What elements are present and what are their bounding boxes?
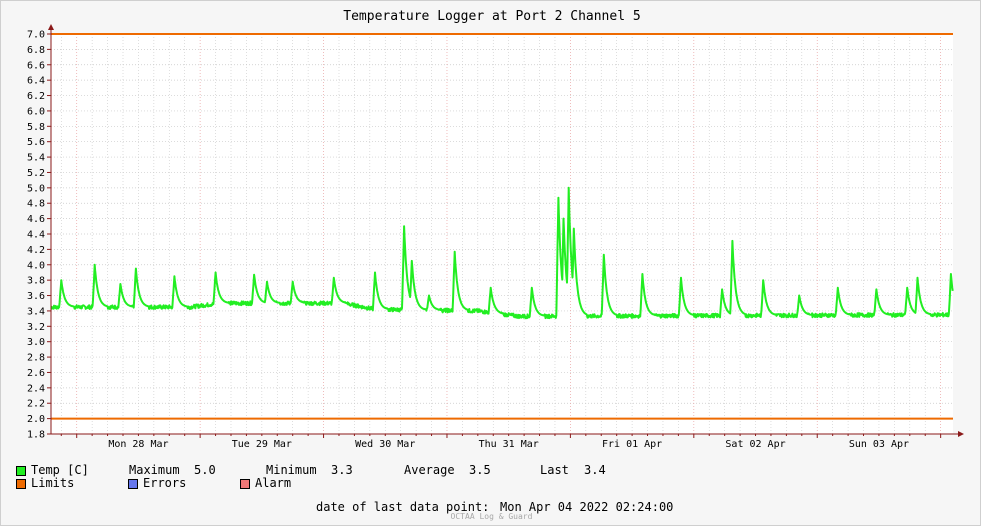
temp-peak-point <box>135 267 137 270</box>
errors-swatch <box>128 479 138 489</box>
temp-peak-point <box>567 187 570 189</box>
errors-legend-label: Errors <box>143 476 187 490</box>
limits-legend-label: Limits <box>31 476 75 490</box>
chart-title: Temperature Logger at Port 2 Channel 5 <box>343 9 640 24</box>
temp-peak-point <box>253 274 255 276</box>
temp-legend-label: Temp [C] <box>31 463 89 477</box>
temp-peak-point <box>950 273 952 275</box>
temp-peak-point <box>333 277 335 279</box>
alarm-legend-label: Alarm <box>255 476 292 490</box>
x-tick-label: Wed 30 Mar <box>355 439 415 450</box>
alarm-swatch <box>240 479 250 489</box>
y-tick-label: 4.8 <box>27 199 45 210</box>
temp-peak-point <box>731 240 734 242</box>
temp-peak-point <box>453 250 456 253</box>
x-tick-label: Tue 29 Mar <box>232 439 292 450</box>
last-point-label: date of last data point: <box>316 500 490 514</box>
temp-peak-point <box>428 294 430 297</box>
temp-peak-point <box>603 254 605 256</box>
temp-peak-point <box>374 271 376 274</box>
avg-value: 3.5 <box>469 463 491 477</box>
temp-peak-point <box>93 264 96 266</box>
watermark: OCTAA Log & Guard <box>450 512 533 521</box>
temp-peak-point <box>906 287 908 289</box>
last-label: Last <box>540 463 569 477</box>
x-tick-label: Thu 31 Mar <box>479 439 539 450</box>
avg-label: Average <box>404 463 455 477</box>
limit-lines <box>51 33 953 420</box>
temp-peak-point <box>60 279 63 282</box>
y-tick-label: 7.0 <box>27 30 45 41</box>
x-tick-label: Fri 01 Apr <box>602 439 662 450</box>
y-tick-label: 3.6 <box>27 291 45 302</box>
min-value: 3.3 <box>331 463 353 477</box>
temp-peak-point <box>875 288 878 291</box>
temp-peak-point <box>562 217 565 220</box>
temp-peak-point <box>916 277 919 279</box>
y-tick-label: 2.2 <box>27 399 45 410</box>
y-tick-label: 5.4 <box>27 153 45 164</box>
temp-peak-point <box>573 227 575 230</box>
max-label: Maximum <box>129 463 180 477</box>
temp-peak-point <box>291 280 294 283</box>
temp-peak-point <box>214 271 217 274</box>
grid-layer <box>51 33 953 435</box>
y-tick-label: 6.2 <box>27 91 45 102</box>
limits-swatch <box>16 479 26 489</box>
y-tick-label: 2.4 <box>27 383 45 394</box>
y-tick-label: 5.2 <box>27 168 45 179</box>
x-tick-label: Sun 03 Apr <box>849 439 909 450</box>
y-tick-label: 2.6 <box>27 368 45 379</box>
y-tick-label: 3.4 <box>27 306 45 317</box>
temp-line <box>50 186 954 320</box>
min-label: Minimum <box>266 463 317 477</box>
temp-swatch <box>16 466 26 476</box>
temp-series <box>50 186 954 320</box>
y-tick-label: 4.4 <box>27 230 45 241</box>
temp-peak-point <box>557 197 560 199</box>
last-value: 3.4 <box>584 463 606 477</box>
temp-peak-point <box>489 287 492 289</box>
temp-peak-point <box>798 294 800 297</box>
y-tick-label: 5.6 <box>27 137 45 148</box>
y-tick-label: 6.6 <box>27 60 45 71</box>
temp-peak-point <box>721 288 723 291</box>
temp-peak-point <box>762 279 764 282</box>
max-value: 5.0 <box>194 463 216 477</box>
y-tick-label: 5.8 <box>27 122 45 133</box>
temp-peak-point <box>411 260 413 262</box>
x-tick-label: Mon 28 Mar <box>108 439 168 450</box>
x-axis-arrow <box>958 431 964 437</box>
axes: 7.0 6.8 6.6 6.4 6.2 6.0 5.8 5.6 5.4 5.2 5.0 4.8 4.6 4… <box>27 24 964 450</box>
y-tick-label: 2.8 <box>27 353 45 364</box>
y-tick-label: 6.0 <box>27 106 45 117</box>
temp-peak-point <box>641 273 644 275</box>
y-tick-label: 3.8 <box>27 276 45 287</box>
temp-peak-point <box>403 225 405 228</box>
temp-peak-point <box>680 277 682 279</box>
temp-peak-point <box>531 287 533 289</box>
y-tick-label: 6.4 <box>27 76 45 87</box>
y-tick-label: 2.0 <box>27 414 45 425</box>
y-tick-label: 4.0 <box>27 260 45 271</box>
y-tick-label: 4.2 <box>27 245 45 256</box>
temp-peak-point <box>173 275 176 278</box>
temp-peak-point <box>119 283 122 285</box>
y-tick-label: 5.0 <box>27 183 45 194</box>
y-tick-label: 3.2 <box>27 322 45 333</box>
y-tick-label: 6.8 <box>27 45 45 56</box>
temp-peak-point <box>266 280 268 283</box>
y-tick-label: 3.0 <box>27 337 45 348</box>
temp-peak-point <box>837 287 839 289</box>
y-tick-label: 4.6 <box>27 214 45 225</box>
x-tick-label: Sat 02 Apr <box>725 439 785 450</box>
y-tick-label: 1.8 <box>27 430 45 441</box>
last-point-value: Mon Apr 04 2022 02:24:00 <box>500 500 674 514</box>
y-axis-arrow <box>48 24 54 30</box>
